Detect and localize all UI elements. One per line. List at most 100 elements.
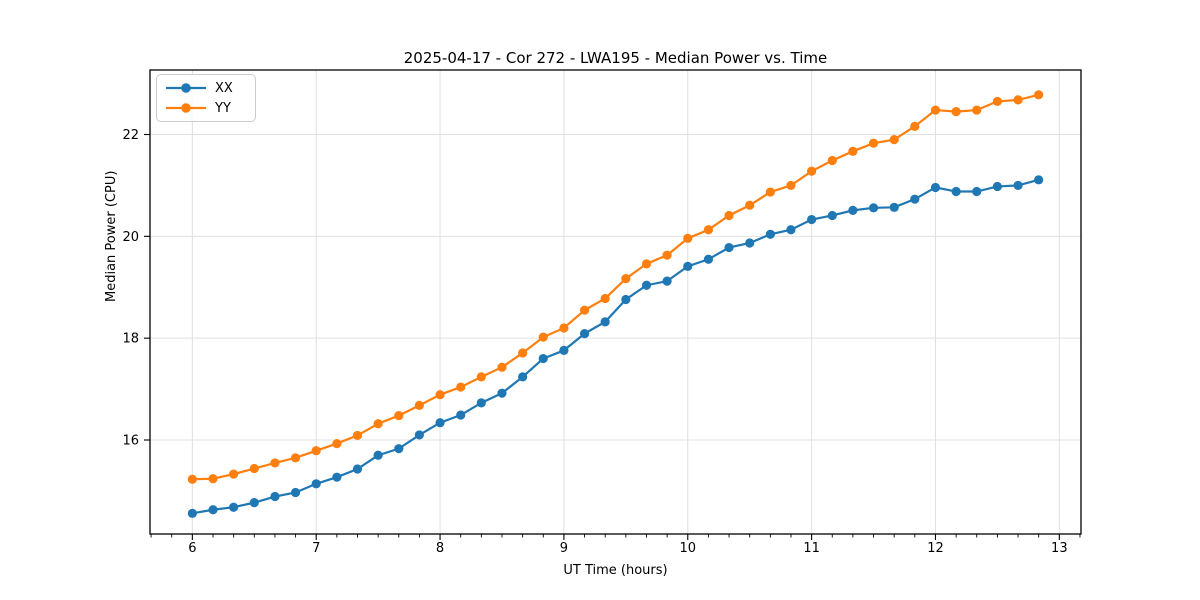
series-YY-marker <box>724 210 734 221</box>
series-YY-marker <box>290 453 301 463</box>
series-YY-marker <box>621 274 631 284</box>
series-YY-marker <box>579 305 590 315</box>
series-XX-marker <box>848 205 858 215</box>
series-XX-marker <box>621 294 631 305</box>
series-YY-marker <box>600 293 610 304</box>
series-XX-marker <box>662 276 672 286</box>
series-XX-marker <box>229 502 239 512</box>
series-XX-marker <box>745 238 755 248</box>
series-XX-marker <box>518 372 528 382</box>
series-YY-marker <box>352 430 363 441</box>
series-XX-marker <box>930 182 941 193</box>
series-YY-marker <box>703 225 714 235</box>
series-XX-marker <box>951 186 961 197</box>
series-YY-marker <box>373 419 383 429</box>
series-YY-marker <box>311 446 321 456</box>
y-tick-label: 18 <box>122 332 139 347</box>
series-XX-marker <box>394 444 404 454</box>
series-XX-marker <box>1034 175 1044 185</box>
series-XX-marker <box>435 418 445 428</box>
series-YY-marker <box>992 96 1002 107</box>
series-XX-marker <box>352 464 363 474</box>
legend-line-marker-xx-icon <box>166 83 206 93</box>
plot-border <box>149 69 1082 535</box>
series-XX-marker <box>724 242 734 253</box>
x-axis-label: UT Time (hours) <box>563 563 668 578</box>
series-XX-marker <box>703 254 714 264</box>
series-XX-marker <box>290 487 301 498</box>
chart-title: 2025-04-17 - Cor 272 - LWA195 - Median P… <box>403 49 828 67</box>
series-YY-marker <box>270 458 280 468</box>
x-tick-label: 9 <box>560 541 568 556</box>
series-YY-marker <box>414 400 424 410</box>
series-XX-marker <box>187 508 197 518</box>
x-tick-label: 13 <box>1051 541 1068 556</box>
series-XX-marker <box>765 229 775 239</box>
x-tick-label: 7 <box>312 541 320 556</box>
series-XX-marker <box>910 194 920 204</box>
series-YY-marker <box>476 372 486 382</box>
series-YY-line <box>192 93 1039 481</box>
legend-item-xx: XX <box>165 81 245 95</box>
y-tick-label: 16 <box>122 434 139 449</box>
series-YY-marker <box>187 474 197 484</box>
series-YY-marker <box>249 463 259 474</box>
series-YY-marker <box>930 105 941 115</box>
series-XX-marker <box>786 225 796 235</box>
series-YY-marker <box>951 106 961 117</box>
series-YY-marker <box>683 233 693 243</box>
series-YY-marker <box>456 382 466 392</box>
series-XX-marker <box>868 203 879 213</box>
series-YY-marker <box>972 105 982 115</box>
series-YY-marker <box>1013 95 1023 105</box>
legend-label-xx: XX <box>215 80 233 96</box>
tick-labels: 6 7 8 9 10 11 12 13 16 18 20 22 <box>122 128 1067 556</box>
series-YY-marker <box>765 187 775 197</box>
series-XX-marker <box>683 261 693 271</box>
legend-label-yy: YY <box>215 100 231 116</box>
series-XX-marker <box>311 479 321 489</box>
series-XX-marker <box>579 328 590 339</box>
series-YY-marker <box>641 259 652 269</box>
series-XX-marker <box>641 280 652 290</box>
series-XX-marker <box>538 353 548 364</box>
series-XX-marker <box>373 450 383 460</box>
series-XX-marker <box>456 410 466 420</box>
series-XX <box>187 175 1044 518</box>
series-YY-marker <box>394 410 404 421</box>
series-XX-marker <box>497 388 507 398</box>
series-YY-marker <box>518 348 528 358</box>
series-XX-marker <box>992 181 1002 192</box>
series-XX-line <box>192 178 1039 515</box>
series-YY-marker <box>868 138 879 148</box>
y-tick-label: 22 <box>122 128 139 143</box>
x-tick-label: 11 <box>803 541 820 556</box>
series-XX-marker <box>332 472 342 482</box>
x-tick-label: 8 <box>436 541 444 556</box>
series-YY-marker <box>662 250 672 260</box>
series-YY-marker <box>208 474 218 484</box>
series-YY-marker <box>889 135 899 145</box>
series-YY-marker <box>827 155 837 166</box>
series-XX-marker <box>889 202 899 212</box>
gridlines <box>150 70 1081 534</box>
x-tick-label: 10 <box>679 541 696 556</box>
series-YY-marker <box>332 438 342 449</box>
series-YY-marker <box>848 146 858 156</box>
legend-line-marker-yy-icon <box>166 103 206 113</box>
series-YY <box>187 90 1044 484</box>
series-XX-marker <box>208 505 218 515</box>
x-tick-label: 12 <box>927 541 944 556</box>
series-XX-marker <box>972 186 982 197</box>
axis-ticks <box>144 133 1081 540</box>
series-YY-marker <box>538 332 548 342</box>
series-YY-marker <box>745 200 755 210</box>
series-XX-marker <box>249 498 259 508</box>
series-YY-marker <box>1034 90 1044 100</box>
legend: XX YY <box>156 74 256 122</box>
series-YY-marker <box>807 166 817 176</box>
y-tick-label: 20 <box>122 230 139 245</box>
series-YY-marker <box>229 469 239 479</box>
series-XX-marker <box>1013 180 1023 191</box>
